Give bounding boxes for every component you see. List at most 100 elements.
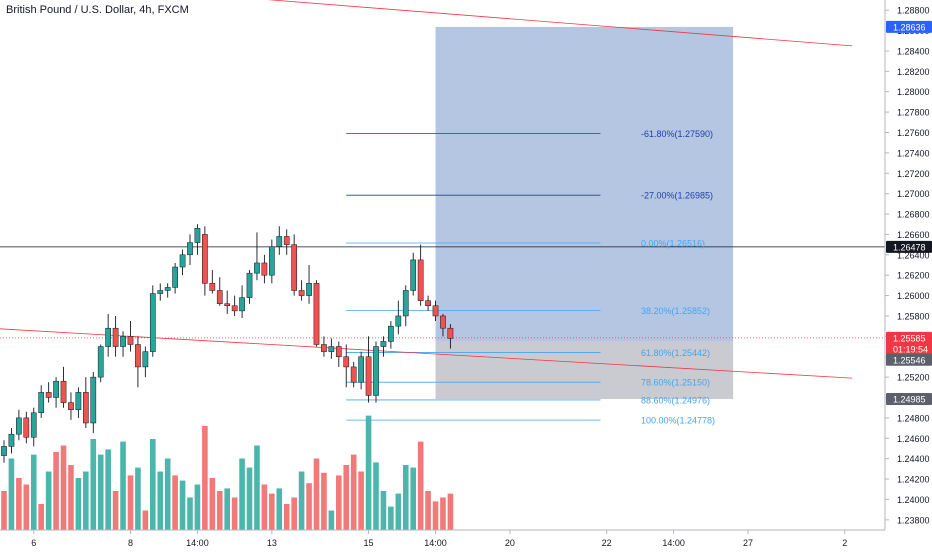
candle-body	[388, 325, 394, 342]
candle-body	[261, 262, 268, 276]
volume-bar	[432, 501, 439, 530]
time-tick-label: 14:00	[186, 538, 209, 548]
candle	[447, 324, 454, 349]
time-axis: 6 8 14:00 13 15 14:00 20 22 14:00 27 2	[0, 529, 885, 550]
volume-bar	[1, 491, 7, 530]
price-badge-label: 01:19:54	[893, 344, 928, 354]
candle-body	[216, 290, 223, 304]
candle	[82, 377, 89, 429]
volume-bar	[30, 454, 37, 530]
volume-bar	[395, 493, 402, 530]
candle	[350, 361, 357, 388]
candle	[231, 295, 238, 316]
volume-bar	[343, 465, 350, 530]
candle	[432, 300, 439, 322]
volume-bar	[120, 441, 126, 530]
volume-bar	[388, 506, 394, 530]
volume-bar	[313, 458, 320, 530]
price-badge	[886, 342, 932, 355]
price-tick-label: 1.27400	[897, 148, 930, 158]
volume-bar	[157, 471, 164, 530]
candle	[53, 377, 59, 408]
candle-body	[298, 290, 305, 296]
candle	[8, 428, 15, 454]
volume-bar	[150, 439, 156, 530]
candle	[120, 331, 126, 357]
volume-bar	[16, 478, 22, 530]
volume-bar	[68, 465, 74, 530]
volume-bar	[417, 441, 424, 530]
fib-levels: -61.80%(1.27590) -27.00%(1.26985) 0.00%(1.…	[346, 129, 715, 426]
candle	[335, 341, 342, 367]
candle	[202, 226, 208, 296]
volume-series	[1, 415, 454, 530]
price-tick-label: 1.26600	[897, 230, 930, 240]
price-tick-label: 1.27600	[897, 128, 930, 138]
candle-body	[172, 266, 178, 288]
fib-label: -61.80%(1.27590)	[641, 129, 713, 139]
time-tick-label: 27	[743, 538, 753, 548]
candle	[16, 409, 22, 441]
fib-label: -27.00%(1.26985)	[641, 191, 713, 201]
price-tick-label: 1.24800	[897, 413, 930, 423]
price-tick-label: 1.24200	[897, 475, 930, 485]
candle-body	[432, 305, 439, 317]
profit-zone	[435, 26, 734, 342]
volume-bar	[373, 462, 379, 530]
candle	[112, 315, 119, 357]
volume-bar	[60, 445, 67, 530]
price-tick-label: 1.27800	[897, 108, 930, 118]
candle	[90, 372, 97, 434]
candle-body	[246, 272, 253, 298]
candle	[1, 440, 7, 463]
candle	[321, 336, 327, 357]
price-badge-label: 1.24985	[893, 395, 926, 405]
candle	[172, 262, 178, 294]
candle-body	[395, 315, 402, 327]
volume-bar	[231, 497, 238, 530]
candle	[254, 232, 260, 281]
time-tick-label: 15	[364, 538, 374, 548]
price-tick-label: 1.23800	[897, 515, 930, 525]
volume-bar	[321, 472, 327, 530]
candle-body	[23, 417, 30, 438]
candle-body	[313, 283, 320, 345]
candle-body	[224, 303, 231, 307]
time-tick-label: 2	[842, 538, 847, 548]
candle	[365, 336, 372, 403]
volume-bar	[83, 471, 89, 530]
volume-bar	[172, 475, 178, 530]
candle-body	[149, 293, 156, 352]
candle-body	[202, 234, 208, 284]
price-badge	[886, 20, 932, 33]
candle-body	[425, 300, 431, 307]
price-tick-label: 1.26000	[897, 291, 930, 301]
volume-bar	[402, 465, 409, 530]
candle	[38, 385, 45, 418]
price-tick-label: 1.26800	[897, 210, 930, 220]
volume-bar	[224, 488, 230, 530]
fib-label: 61.80%(1.25442)	[641, 348, 710, 358]
candle-body	[53, 380, 59, 398]
price-tick-label: 1.28400	[897, 46, 930, 56]
candle	[425, 295, 431, 311]
price-badge	[886, 331, 932, 344]
candle	[246, 270, 253, 304]
price-badge-label: 1.25546	[893, 355, 926, 365]
volume-bar	[261, 484, 268, 530]
candle-body	[283, 236, 290, 245]
time-tick-label: 22	[602, 538, 612, 548]
candle-body	[365, 356, 372, 396]
volume-bar	[127, 475, 134, 530]
candle-body	[8, 433, 15, 447]
price-tick-label: 1.28800	[897, 6, 930, 16]
volume-bar	[276, 488, 283, 530]
candle-body	[16, 417, 22, 435]
candle	[149, 285, 156, 357]
volume-bar	[440, 497, 446, 530]
volume-bar	[350, 454, 357, 530]
candle-body	[440, 315, 446, 329]
volume-bar	[269, 493, 275, 530]
